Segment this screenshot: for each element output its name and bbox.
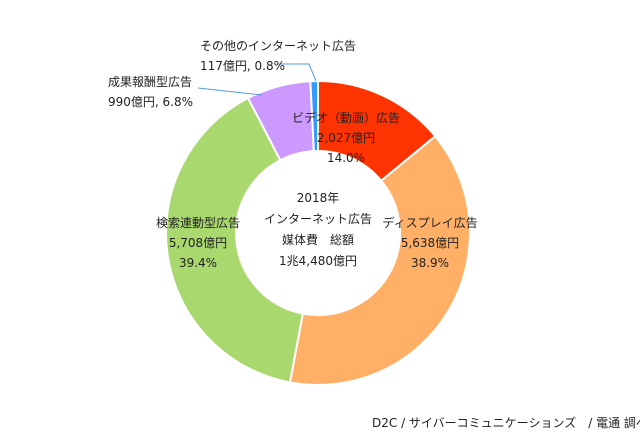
slice-label-line: ビデオ（動画）広告 xyxy=(292,110,400,125)
slice-labels: ビデオ（動画）広告 2,027億円 14.0% ディスプレイ広告 5,638億円 38.9… xyxy=(108,39,478,270)
slice-label-line: ディスプレイ広告 xyxy=(382,215,477,230)
slice-label-line: 成果報酬型広告 xyxy=(108,75,192,89)
slice-label-line: 検索連動型広告 xyxy=(156,216,240,230)
slice-1 xyxy=(288,134,471,386)
leader-lines xyxy=(197,63,317,96)
slice-label-1: ディスプレイ広告 5,638億円 38.9% xyxy=(382,215,477,270)
slice-label-line: 990億円, 6.8% xyxy=(108,95,193,109)
leader-line-4 xyxy=(278,63,317,82)
source-note: D2C / サイバーコミュニケーションズ / 電通 調べ xyxy=(372,416,640,430)
slice-2 xyxy=(165,96,305,384)
donut-slices xyxy=(165,79,471,386)
slice-label-4: その他のインターネット広告 117億円, 0.8% xyxy=(200,39,356,73)
slice-label-line: 38.9% xyxy=(411,256,449,270)
slice-label-line: 2,027億円 xyxy=(317,131,375,145)
slice-label-line: 117億円, 0.8% xyxy=(200,59,285,73)
center-text-line: 媒体費 総額 xyxy=(282,232,354,247)
center-text-line: 1兆4,480億円 xyxy=(279,254,357,268)
slice-label-line: 39.4% xyxy=(179,256,217,270)
slice-label-3: 成果報酬型広告 990億円, 6.8% xyxy=(108,75,193,109)
slice-label-2: 検索連動型広告 5,708億円 39.4% xyxy=(156,216,240,270)
slice-label-0: ビデオ（動画）広告 2,027億円 14.0% xyxy=(292,110,400,165)
slice-label-line: 14.0% xyxy=(327,151,365,165)
leader-line-3 xyxy=(197,87,263,96)
slice-4 xyxy=(309,79,319,153)
slice-label-line: 5,638億円 xyxy=(401,236,459,250)
slice-label-line: 5,708億円 xyxy=(169,236,227,250)
center-text: 2018年インターネット広告媒体費 総額 1兆4,480億円 xyxy=(264,191,372,268)
center-text-line: 2018年 xyxy=(297,191,340,205)
center-label: 2018年インターネット広告媒体費 総額 1兆4,480億円 xyxy=(264,191,372,268)
center-text-line: インターネット広告 xyxy=(264,212,372,226)
slice-label-line: その他のインターネット広告 xyxy=(200,39,356,53)
